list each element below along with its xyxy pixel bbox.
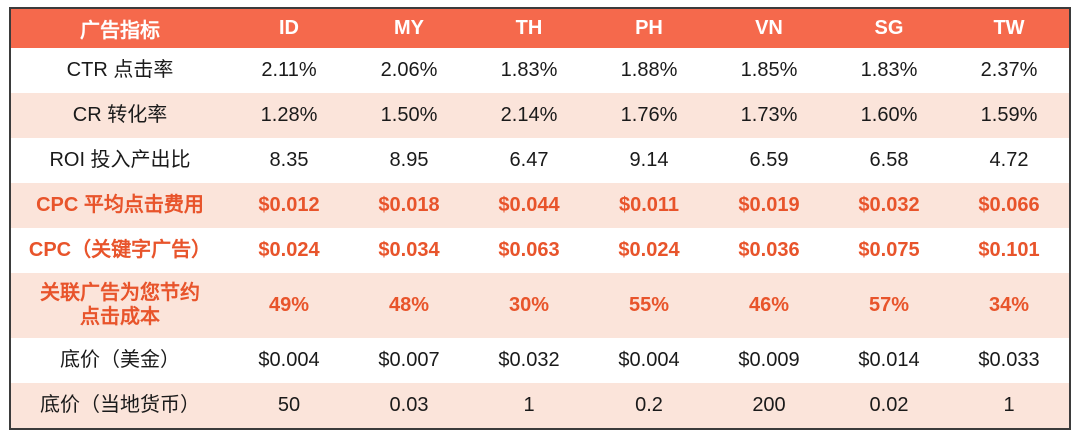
table-row: CTR 点击率 2.11% 2.06% 1.83% 1.88% 1.85% 1.83% 2.3… bbox=[11, 48, 1069, 93]
row-label: ROI 投入产出比 bbox=[11, 138, 229, 183]
data-cell: 1.83% bbox=[829, 48, 949, 93]
data-cell: $0.019 bbox=[709, 183, 829, 228]
data-cell: 2.11% bbox=[229, 48, 349, 93]
data-cell: 48% bbox=[349, 273, 469, 338]
data-cell: 55% bbox=[589, 273, 709, 338]
data-cell: $0.066 bbox=[949, 183, 1069, 228]
data-cell: 1.28% bbox=[229, 93, 349, 138]
data-cell: 57% bbox=[829, 273, 949, 338]
data-cell: 1.60% bbox=[829, 93, 949, 138]
column-header-id: ID bbox=[229, 9, 349, 48]
data-cell: $0.014 bbox=[829, 338, 949, 383]
data-cell: 0.02 bbox=[829, 383, 949, 428]
data-cell: 1.59% bbox=[949, 93, 1069, 138]
data-cell: 0.03 bbox=[349, 383, 469, 428]
data-cell: $0.032 bbox=[829, 183, 949, 228]
column-header-metric: 广告指标 bbox=[11, 9, 229, 48]
table-row: CR 转化率 1.28% 1.50% 2.14% 1.76% 1.73% 1.60% 1.59… bbox=[11, 93, 1069, 138]
row-label: 关联广告为您节约 点击成本 bbox=[11, 273, 229, 338]
table-row: 底价（当地货币） 50 0.03 1 0.2 200 0.02 1 bbox=[11, 383, 1069, 428]
data-cell: $0.011 bbox=[589, 183, 709, 228]
column-header-sg: SG bbox=[829, 9, 949, 48]
column-header-th: TH bbox=[469, 9, 589, 48]
row-label: 底价（美金） bbox=[11, 338, 229, 383]
data-cell: $0.063 bbox=[469, 228, 589, 273]
data-cell: 46% bbox=[709, 273, 829, 338]
data-cell: $0.018 bbox=[349, 183, 469, 228]
row-label: CPC 平均点击费用 bbox=[11, 183, 229, 228]
table-row: 关联广告为您节约 点击成本 49% 48% 30% 55% 46% 57% 34% bbox=[11, 273, 1069, 338]
data-cell: $0.034 bbox=[349, 228, 469, 273]
data-cell: $0.033 bbox=[949, 338, 1069, 383]
data-cell: 1.83% bbox=[469, 48, 589, 93]
table-row: 底价（美金） $0.004 $0.007 $0.032 $0.004 $0.009 $0.0… bbox=[11, 338, 1069, 383]
column-header-ph: PH bbox=[589, 9, 709, 48]
column-header-my: MY bbox=[349, 9, 469, 48]
data-cell: 8.35 bbox=[229, 138, 349, 183]
data-cell: 50 bbox=[229, 383, 349, 428]
data-cell: $0.009 bbox=[709, 338, 829, 383]
data-cell: 1.76% bbox=[589, 93, 709, 138]
data-cell: 49% bbox=[229, 273, 349, 338]
data-cell: $0.004 bbox=[589, 338, 709, 383]
data-cell: 2.06% bbox=[349, 48, 469, 93]
data-cell: 6.59 bbox=[709, 138, 829, 183]
data-cell: $0.044 bbox=[469, 183, 589, 228]
data-cell: 6.58 bbox=[829, 138, 949, 183]
column-header-vn: VN bbox=[709, 9, 829, 48]
table-body: CTR 点击率 2.11% 2.06% 1.83% 1.88% 1.85% 1.83% 2.3… bbox=[11, 48, 1069, 428]
data-cell: 1.85% bbox=[709, 48, 829, 93]
header-row: 广告指标 ID MY TH PH VN SG TW bbox=[11, 9, 1069, 48]
data-cell: $0.012 bbox=[229, 183, 349, 228]
ad-metrics-table-container: 广告指标 ID MY TH PH VN SG TW CTR 点击率 2.11% 2.06% 1.83… bbox=[9, 7, 1071, 430]
data-cell: 1.50% bbox=[349, 93, 469, 138]
data-cell: $0.024 bbox=[589, 228, 709, 273]
data-cell: $0.101 bbox=[949, 228, 1069, 273]
data-cell: 34% bbox=[949, 273, 1069, 338]
data-cell: 0.2 bbox=[589, 383, 709, 428]
data-cell: 6.47 bbox=[469, 138, 589, 183]
row-label: CR 转化率 bbox=[11, 93, 229, 138]
column-header-tw: TW bbox=[949, 9, 1069, 48]
data-cell: 1 bbox=[949, 383, 1069, 428]
data-cell: $0.032 bbox=[469, 338, 589, 383]
data-cell: 2.14% bbox=[469, 93, 589, 138]
data-cell: $0.024 bbox=[229, 228, 349, 273]
data-cell: 200 bbox=[709, 383, 829, 428]
table-row: CPC 平均点击费用 $0.012 $0.018 $0.044 $0.011 $0.019… bbox=[11, 183, 1069, 228]
data-cell: 30% bbox=[469, 273, 589, 338]
data-cell: $0.036 bbox=[709, 228, 829, 273]
data-cell: 1.88% bbox=[589, 48, 709, 93]
table-row: ROI 投入产出比 8.35 8.95 6.47 9.14 6.59 6.58 4.72 bbox=[11, 138, 1069, 183]
data-cell: 2.37% bbox=[949, 48, 1069, 93]
data-cell: 1 bbox=[469, 383, 589, 428]
table-row: CPC（关键字广告） $0.024 $0.034 $0.063 $0.024 $0.036… bbox=[11, 228, 1069, 273]
data-cell: 1.73% bbox=[709, 93, 829, 138]
ad-metrics-table: 广告指标 ID MY TH PH VN SG TW CTR 点击率 2.11% 2.06% 1.83… bbox=[11, 9, 1069, 428]
data-cell: $0.004 bbox=[229, 338, 349, 383]
table-header: 广告指标 ID MY TH PH VN SG TW bbox=[11, 9, 1069, 48]
data-cell: $0.007 bbox=[349, 338, 469, 383]
data-cell: 4.72 bbox=[949, 138, 1069, 183]
row-label: CPC（关键字广告） bbox=[11, 228, 229, 273]
data-cell: 8.95 bbox=[349, 138, 469, 183]
row-label: 底价（当地货币） bbox=[11, 383, 229, 428]
row-label: CTR 点击率 bbox=[11, 48, 229, 93]
data-cell: $0.075 bbox=[829, 228, 949, 273]
data-cell: 9.14 bbox=[589, 138, 709, 183]
